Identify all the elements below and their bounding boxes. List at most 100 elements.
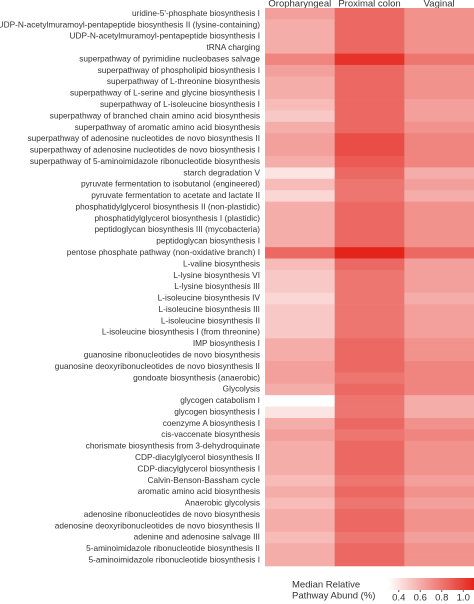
- row-label: superpathway of 5-aminoimidazole ribonuc…: [30, 156, 260, 166]
- heat-cell: [265, 8, 335, 20]
- heat-cell: [265, 520, 335, 533]
- heat-cell: [404, 338, 474, 350]
- heat-cell: [265, 509, 335, 521]
- heat-cell: [265, 292, 335, 305]
- heat-cell: [404, 474, 474, 487]
- heat-cell: [265, 452, 335, 464]
- heat-cell: [265, 201, 335, 214]
- row-label: superpathway of aromatic amino acid bios…: [75, 122, 260, 132]
- heat-cell: [404, 144, 474, 157]
- heat-cell: [265, 224, 335, 237]
- heat-cell: [265, 133, 335, 145]
- heat-cell: [265, 53, 335, 66]
- heat-cell: [404, 554, 474, 567]
- heat-cell: [404, 304, 474, 316]
- colorbar-tick-label: 0.8: [435, 593, 448, 604]
- heat-cell: [334, 269, 405, 282]
- heat-cell: [265, 64, 335, 77]
- row-label: pyruvate fermentation to isobutanol (eng…: [81, 179, 260, 189]
- heat-cell: [334, 42, 405, 54]
- heat-cell: [334, 144, 405, 157]
- heat-cell: [404, 361, 474, 373]
- heat-cell: [404, 30, 474, 43]
- heat-cell: [334, 520, 405, 533]
- heat-cell: [404, 486, 474, 498]
- heat-cell: [265, 167, 335, 180]
- row-label: L-isoleucine biosynthesis I (from threon…: [102, 327, 260, 337]
- heat-cell: [265, 440, 335, 453]
- heat-cell: [265, 269, 335, 282]
- row-label: superpathway of phospholipid biosynthesi…: [98, 65, 260, 75]
- heat-cell: [265, 395, 335, 407]
- row-label: superpathway of branched chain amino aci…: [50, 110, 260, 120]
- colorbar-tick-label: 0.6: [414, 593, 427, 604]
- heat-cell: [404, 235, 474, 248]
- row-label: coenzyme A biosynthesis I: [163, 418, 260, 428]
- heat-cell: [404, 258, 474, 271]
- heat-cell: [265, 144, 335, 157]
- row-label: 5-aminoimidazole ribonucleotide biosynth…: [88, 554, 260, 564]
- heat-cell: [265, 281, 335, 293]
- row-label: L-isoleucine biosynthesis IV: [158, 293, 261, 303]
- heat-cell: [404, 42, 474, 54]
- row-label: UDP-N-acetylmuramoyl-pentapeptide biosyn…: [70, 31, 260, 41]
- heat-cell: [404, 76, 474, 89]
- column-label: Oropharyngeal: [268, 0, 331, 10]
- heat-cell: [404, 509, 474, 521]
- row-label: peptidoglycan biosynthesis I: [156, 236, 260, 246]
- row-label: superpathway of adenosine nucleotides de…: [30, 145, 260, 155]
- row-label: Anaerobic glycolysis: [185, 498, 260, 508]
- heat-cell: [404, 349, 474, 362]
- heat-cell: [334, 87, 405, 100]
- heat-cell: [334, 554, 405, 567]
- heat-cell: [265, 417, 335, 430]
- heat-cell: [404, 53, 474, 66]
- row-label: adenosine deoxyribonucleotides de novo b…: [55, 520, 260, 530]
- row-label: superpathway of adenosine nucleotides de…: [28, 133, 260, 143]
- row-label: starch degradation V: [183, 167, 260, 177]
- row-label: L-lysine biosynthesis III: [174, 281, 260, 291]
- heat-cell: [265, 258, 335, 271]
- heat-cell: [404, 133, 474, 145]
- heat-cell: [404, 417, 474, 430]
- row-label: 5-aminoimidazole ribonucleotide biosynth…: [86, 543, 260, 553]
- row-label: phosphatidylglycerol biosynthesis I (pla…: [94, 213, 260, 223]
- row-label: adenine and adenosine salvage III: [134, 532, 260, 542]
- heat-cell: [334, 53, 405, 66]
- heat-cell: [404, 520, 474, 533]
- heat-cell: [334, 19, 405, 32]
- heat-cell: [404, 440, 474, 453]
- heat-cell: [334, 497, 405, 510]
- row-label: superpathway of L-serine and glycine bio…: [70, 88, 260, 98]
- row-label: Calvin-Benson-Bassham cycle: [147, 475, 260, 485]
- heat-cell: [404, 452, 474, 464]
- colorbar-label: Median Relative: [292, 580, 360, 591]
- heat-cell: [404, 315, 474, 328]
- heat-cell: [404, 292, 474, 305]
- heat-cell: [265, 87, 335, 100]
- heat-cell: [404, 269, 474, 282]
- heat-cell: [404, 326, 474, 339]
- heat-cell: [265, 156, 335, 168]
- row-label: adenosine ribonucleotides de novo biosyn…: [84, 509, 260, 519]
- row-label: guanosine ribonucleotides de novo biosyn…: [84, 350, 260, 360]
- heat-cell: [334, 372, 405, 385]
- heat-cell: [334, 110, 405, 123]
- heat-cell: [404, 19, 474, 32]
- row-label: superpathway of L-threonine biosynthesis: [107, 76, 260, 86]
- heat-cell: [265, 235, 335, 248]
- heat-cell: [404, 190, 474, 202]
- heat-cell: [404, 178, 474, 191]
- heat-cell: [334, 440, 405, 453]
- heat-cell: [265, 429, 335, 442]
- heat-cell: [404, 224, 474, 237]
- colorbar-tick-label: 1.0: [457, 593, 470, 604]
- heat-cell: [334, 156, 405, 168]
- heat-cell: [265, 383, 335, 396]
- heat-cell: [265, 110, 335, 123]
- heat-cell: [334, 64, 405, 77]
- heat-cell: [404, 87, 474, 100]
- heat-cell: [334, 281, 405, 293]
- heat-cell: [334, 8, 405, 20]
- heat-cell: [404, 212, 474, 225]
